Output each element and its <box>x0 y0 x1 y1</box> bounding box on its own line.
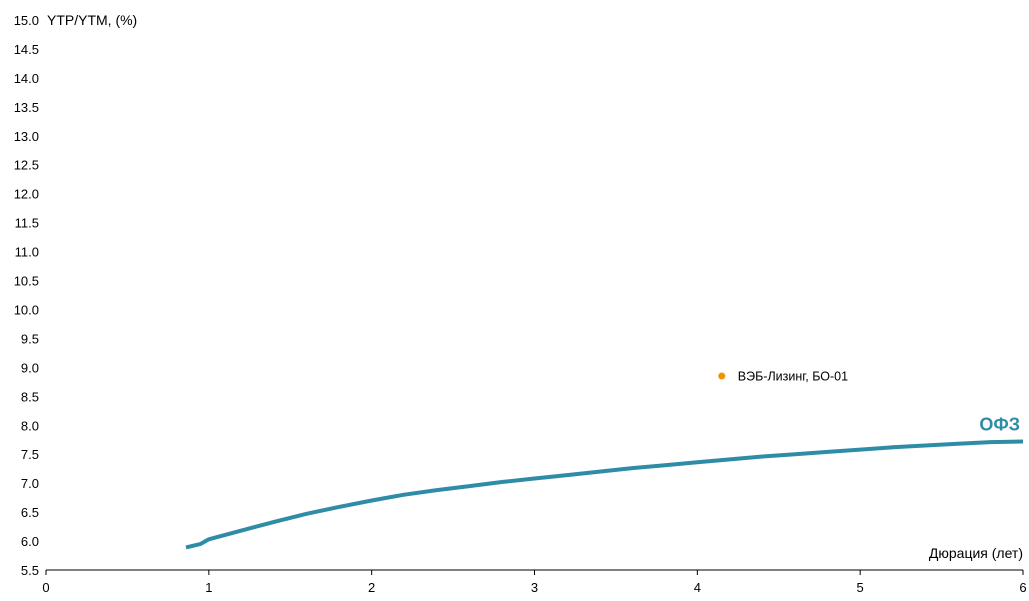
x-tick-label: 2 <box>368 580 375 595</box>
ofz-curve-line <box>185 439 1024 550</box>
y-tick-label: 14.5 <box>14 42 39 57</box>
x-tick-label: 1 <box>205 580 212 595</box>
y-tick-label: 7.0 <box>21 476 39 491</box>
y-tick-label: 6.0 <box>21 534 39 549</box>
x-tick-label: 4 <box>694 580 701 595</box>
ofz-series-label: ОФЗ <box>979 414 1020 434</box>
y-tick-label: 11.5 <box>15 216 39 231</box>
y-tick-label: 13.5 <box>14 100 39 115</box>
x-axis-label: Дюрация (лет) <box>929 545 1023 561</box>
y-tick-label: 8.5 <box>21 389 39 404</box>
y-tick-label: 11.0 <box>15 245 39 260</box>
y-tick-label: 5.5 <box>21 563 39 578</box>
y-tick-label: 14.0 <box>14 71 39 86</box>
y-tick-label: 15.0 <box>14 13 39 28</box>
y-tick-label: 10.0 <box>14 302 39 317</box>
x-tick-label: 6 <box>1019 580 1026 595</box>
y-tick-label: 10.5 <box>14 274 39 289</box>
y-axis-ticks: 5.5 6.0 6.5 7.0 7.5 8.0 8.5 9.0 9.5 10.0 10.5 11.0 1… <box>14 13 39 578</box>
y-tick-label: 12.5 <box>14 158 39 173</box>
veb-leasing-point <box>718 372 726 380</box>
y-axis-label: YTP/YTM, (%) <box>47 12 137 28</box>
y-tick-label: 8.0 <box>21 418 39 433</box>
series-layer: ОФЗ ВЭБ-Лизинг, БО-01 <box>185 370 1024 550</box>
y-tick-label: 13.0 <box>14 129 39 144</box>
y-tick-label: 9.0 <box>21 360 39 375</box>
y-tick-label: 6.5 <box>21 505 39 520</box>
x-tick-label: 3 <box>531 580 538 595</box>
y-tick-label: 7.5 <box>21 447 39 462</box>
veb-leasing-label: ВЭБ-Лизинг, БО-01 <box>738 370 848 384</box>
x-tick-label: 0 <box>42 580 49 595</box>
x-axis-ticks: 0 1 2 3 4 5 6 <box>42 570 1027 595</box>
y-tick-label: 12.0 <box>14 187 39 202</box>
y-tick-label: 9.5 <box>21 331 39 346</box>
x-tick-label: 5 <box>857 580 864 595</box>
